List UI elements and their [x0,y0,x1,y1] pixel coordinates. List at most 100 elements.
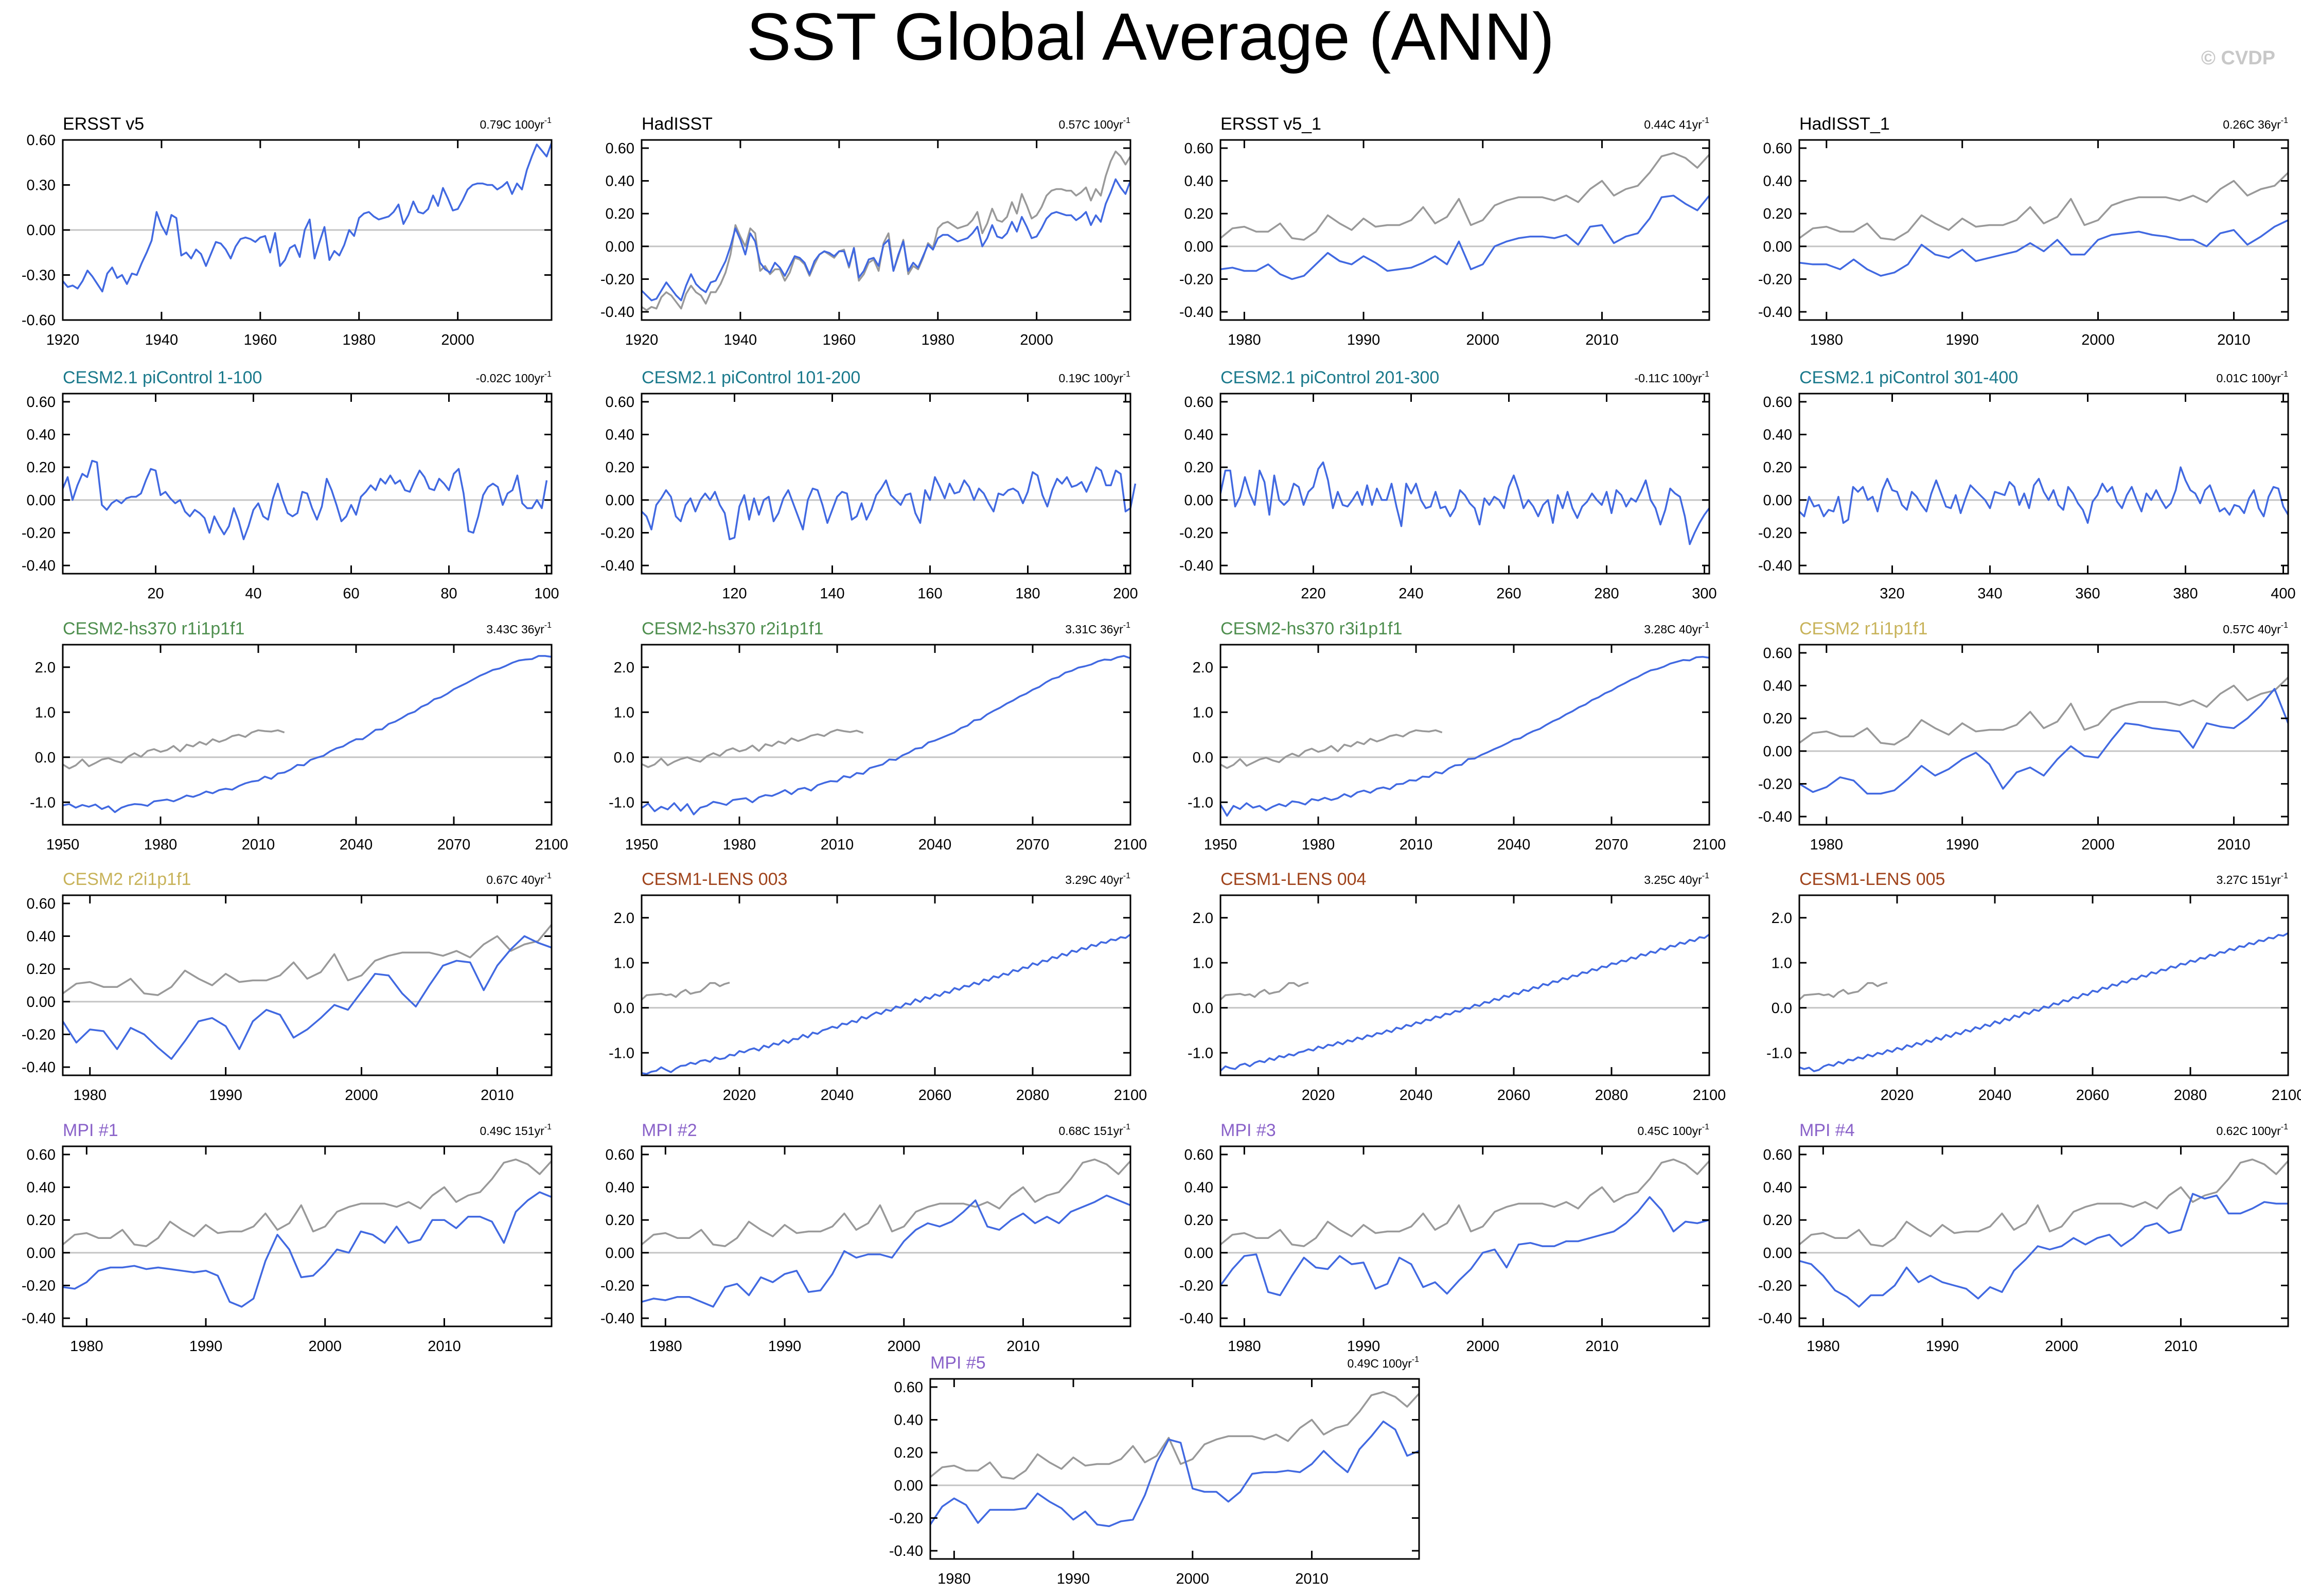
y-tick-label: 0.0 [1193,1000,1213,1017]
panel-title: CESM2.1 piControl 101-200 [642,368,860,387]
y-tick-label: 0.60 [1763,140,1792,157]
plot-frame [1219,139,1710,321]
y-tick-label: 0.40 [606,173,634,190]
x-tick-label: 2020 [1881,1087,1914,1104]
y-tick-label: 0.60 [1184,140,1213,157]
y-tick-label: 0.0 [1193,750,1213,766]
plot-frame [1798,139,2289,321]
model-series-line [641,655,1131,815]
model-series-line [1799,688,2289,795]
y-tick-label: 0.00 [1184,239,1213,255]
y-tick-label: -0.40 [600,558,634,574]
trend-label: 3.28C 40yr-1 [1644,621,1709,636]
obs-series-line [1798,1158,2289,1247]
trend-label: 0.67C 40yr-1 [486,872,552,886]
panel-title: MPI #5 [930,1353,986,1373]
y-tick-label: 0.20 [894,1445,923,1461]
x-tick-label: 1980 [1810,837,1844,853]
y-tick-label: 0.0 [35,750,56,766]
y-tick-label: 0.40 [894,1412,923,1429]
x-tick-label: 380 [2173,586,2198,602]
y-tick-label: 0.40 [1763,1180,1792,1196]
y-tick-label: 2.0 [1193,910,1213,927]
panel-title: ERSST v5_1 [1220,114,1321,134]
panel-title: MPI #1 [63,1121,118,1140]
obs-series-line [1219,1158,1710,1247]
x-tick-label: 2010 [1585,332,1619,348]
x-tick-label: 2000 [2045,1338,2078,1355]
x-tick-label: 2000 [887,1338,921,1355]
x-tick-label: 2000 [2081,837,2115,853]
x-tick-label: 1990 [768,1338,802,1355]
y-tick-label: -0.20 [22,525,56,541]
x-tick-label: 320 [1880,586,1904,602]
obs-series-line [641,982,730,1001]
x-tick-label: 1990 [189,1338,223,1355]
trend-label: 0.45C 100yr-1 [1637,1123,1709,1138]
x-tick-label: 2020 [1302,1087,1335,1104]
x-tick-label: 2040 [1978,1087,2012,1104]
x-tick-label: 1980 [1228,332,1261,348]
x-tick-label: 2040 [821,1087,854,1104]
model-series-line [641,933,1131,1075]
x-tick-label: 300 [1692,586,1716,602]
y-tick-label: -0.40 [1179,304,1213,321]
y-tick-label: 0.00 [1763,239,1792,255]
model-series-line [62,935,552,1060]
x-tick-label: 1990 [1926,1338,1959,1355]
obs-series-line [1798,982,1888,1001]
y-tick-label: 2.0 [614,660,634,676]
obs-series-line [1798,172,2289,241]
x-tick-label: 1980 [342,332,376,348]
y-tick-label: 1.0 [1193,704,1213,721]
y-tick-label: 0.60 [606,1147,634,1163]
trend-label: 3.25C 40yr-1 [1644,872,1709,886]
x-tick-label: 2100 [1693,837,1726,853]
model-series-line [1799,1193,2288,1308]
y-tick-label: 0.40 [1763,173,1792,190]
y-tick-label: 0.20 [606,206,634,222]
y-tick-label: 0.00 [27,994,56,1010]
x-tick-label: 1980 [1228,1338,1261,1355]
plot-frame [62,393,553,575]
x-tick-label: 160 [917,586,942,602]
y-tick-label: -0.20 [1179,1278,1213,1294]
x-tick-label: 1980 [921,332,954,348]
y-tick-label: -0.20 [600,271,634,288]
y-tick-label: 0.40 [606,1180,634,1196]
x-tick-label: 2100 [1693,1087,1726,1104]
x-tick-label: 2000 [1176,1571,1209,1587]
panel-title: MPI #4 [1799,1121,1855,1140]
x-tick-label: 2010 [428,1338,461,1355]
x-tick-label: 2080 [1016,1087,1050,1104]
obs-series-line [929,1391,1420,1480]
model-series-line [1799,932,2289,1072]
y-tick-label: 1.0 [1772,955,1792,971]
x-tick-label: 1980 [144,837,178,853]
y-tick-label: 0.60 [1184,394,1213,411]
y-tick-label: 0.40 [27,929,56,945]
panel-title: CESM2 r1i1p1f1 [1799,619,1927,639]
x-tick-label: 2100 [2272,1087,2301,1104]
y-tick-label: 0.20 [1184,459,1213,476]
trend-label: 0.26C 36yr-1 [2223,116,2288,131]
model-series-line [62,1191,552,1308]
panel-title: CESM2.1 piControl 1-100 [63,368,262,387]
x-tick-label: 2060 [918,1087,952,1104]
y-tick-label: -0.40 [1758,304,1792,321]
obs-series-line [62,924,553,996]
panel-title: CESM2.1 piControl 201-300 [1220,368,1439,387]
y-tick-label: 0.20 [1184,1212,1213,1229]
y-tick-label: 0.20 [1184,206,1213,222]
y-tick-label: 0.20 [606,459,634,476]
